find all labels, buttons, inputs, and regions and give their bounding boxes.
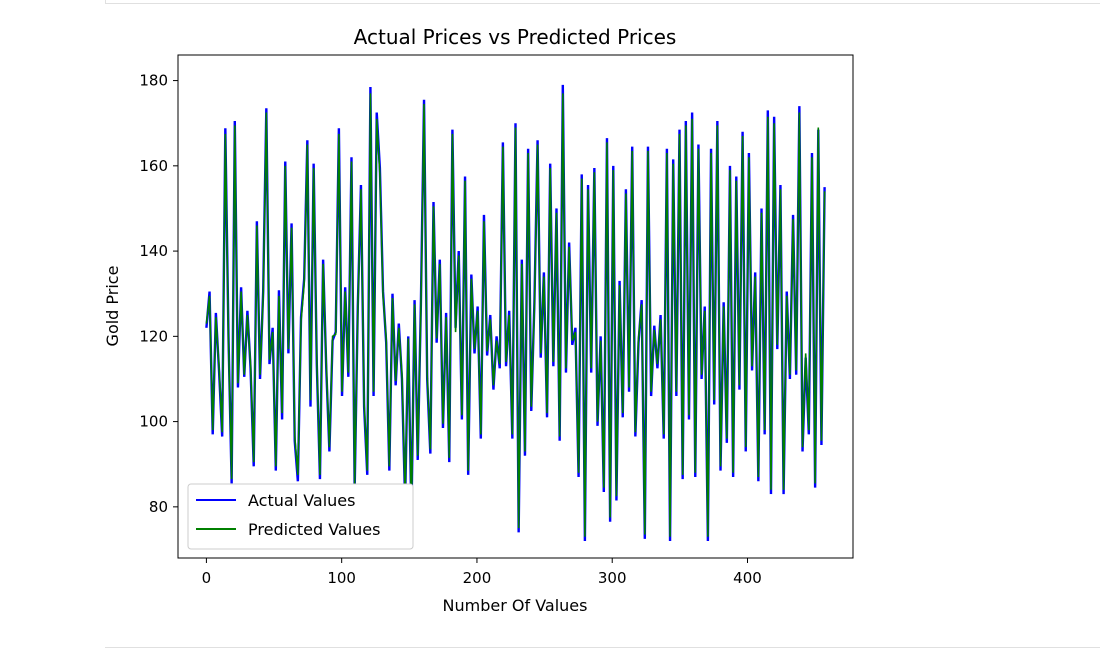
x-tick-label: 0 [202, 569, 212, 587]
y-tick-label: 180 [139, 72, 168, 90]
y-axis-label: Gold Price [103, 266, 122, 347]
legend-label-predicted: Predicted Values [248, 520, 380, 539]
y-tick-label: 140 [139, 242, 168, 260]
y-tick-label: 120 [139, 327, 168, 345]
notebook-cell-border-top [105, 0, 1100, 4]
y-tick-label: 100 [139, 413, 168, 431]
legend: Actual Values Predicted Values [187, 483, 414, 550]
series-layer [205, 84, 826, 541]
series-line-predicted [205, 93, 826, 537]
legend-box [187, 483, 414, 550]
x-tick-label: 400 [733, 569, 762, 587]
legend-label-actual: Actual Values [248, 491, 355, 510]
x-tick-label: 300 [598, 569, 627, 587]
x-axis-label: Number Of Values [443, 596, 588, 615]
plot-frame [177, 54, 854, 559]
y-axis: 80 100 120 140 160 180 [139, 72, 178, 516]
chart-title: Actual Prices vs Predicted Prices [354, 25, 677, 49]
y-tick-label: 80 [149, 498, 168, 516]
x-tick-label: 200 [463, 569, 492, 587]
x-axis: 0 100 200 300 400 [202, 558, 762, 587]
notebook-cell-border-bottom [105, 647, 1100, 651]
y-tick-label: 160 [139, 157, 168, 175]
x-tick-label: 100 [327, 569, 356, 587]
